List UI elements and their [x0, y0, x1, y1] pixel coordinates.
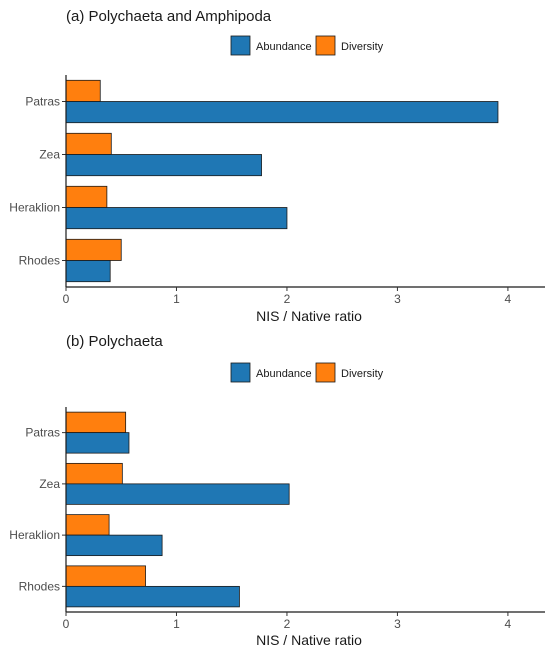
- y-tick-label: Zea: [39, 477, 60, 491]
- y-tick-label: Zea: [39, 148, 60, 162]
- bar-abundance-patras: [65, 101, 499, 124]
- x-tick-label: 4: [505, 617, 512, 631]
- x-tick-label: 2: [284, 617, 291, 631]
- legend: Abundance Diversity: [230, 362, 384, 383]
- y-tick-label: Rhodes: [19, 579, 60, 593]
- legend-swatch-diversity: [315, 362, 336, 383]
- legend-label-diversity: Diversity: [341, 368, 384, 380]
- x-tick-label: 0: [63, 292, 70, 306]
- legend-swatch-abundance: [230, 362, 251, 383]
- bar-abundance-rhodes: [65, 260, 111, 283]
- bar-diversity-zea: [65, 462, 123, 485]
- x-axis-title: NIS / Native ratio: [256, 632, 362, 648]
- bar-diversity-zea: [65, 132, 112, 155]
- y-tick-label: Patras: [25, 426, 60, 440]
- y-tick-label: Heraklion: [9, 528, 60, 542]
- bar-abundance-heraklion: [65, 207, 288, 230]
- x-axis-title: NIS / Native ratio: [256, 308, 362, 324]
- bar-abundance-rhodes: [65, 585, 240, 608]
- bar-abundance-zea: [65, 154, 262, 177]
- y-tick-label: Patras: [25, 95, 60, 109]
- x-tick-label: 1: [173, 617, 180, 631]
- legend-swatch-abundance: [230, 35, 251, 56]
- bar-diversity-patras: [65, 411, 127, 434]
- y-tick-label: Rhodes: [19, 254, 60, 268]
- bar-abundance-zea: [65, 483, 290, 505]
- chart-panel-a: (a) Polychaeta and Amphipoda Abundance D…: [9, 8, 545, 324]
- bar-abundance-heraklion: [65, 534, 163, 557]
- legend-label-abundance: Abundance: [256, 41, 312, 53]
- x-tick-label: 0: [63, 617, 70, 631]
- plot-area: Patras Zea Heraklion Rhodes 0 1 2 3 4: [9, 407, 545, 631]
- legend: Abundance Diversity: [230, 35, 384, 56]
- bar-diversity-patras: [65, 79, 101, 102]
- x-tick-label: 3: [394, 292, 401, 306]
- x-tick-label: 1: [173, 292, 180, 306]
- bar-diversity-rhodes: [65, 565, 146, 587]
- bar-diversity-heraklion: [65, 185, 108, 208]
- bar-abundance-patras: [65, 432, 130, 454]
- legend-label-abundance: Abundance: [256, 368, 312, 380]
- chart-panel-b: (b) Polychaeta Abundance Diversity Patra…: [9, 333, 545, 648]
- x-tick-label: 3: [394, 617, 401, 631]
- chart-title: (a) Polychaeta and Amphipoda: [66, 8, 272, 25]
- chart-title: (b) Polychaeta: [66, 333, 163, 350]
- bar-diversity-heraklion: [65, 514, 110, 536]
- y-tick-label: Heraklion: [9, 201, 60, 215]
- x-tick-label: 4: [505, 292, 512, 306]
- plot-area: Patras Zea Heraklion Rhodes 0 1 2 3 4: [9, 75, 545, 306]
- bar-diversity-rhodes: [65, 238, 122, 261]
- legend-label-diversity: Diversity: [341, 41, 384, 53]
- x-tick-label: 2: [284, 292, 291, 306]
- legend-swatch-diversity: [315, 35, 336, 56]
